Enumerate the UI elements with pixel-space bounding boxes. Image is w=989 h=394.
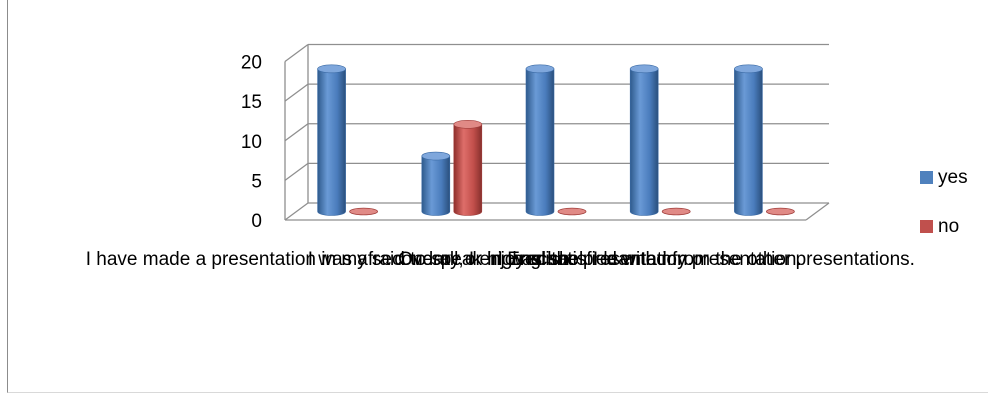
- bar-yes-3-cap: [525, 64, 555, 74]
- legend-swatch-no: [920, 220, 933, 233]
- bar-no-2-cap: [453, 120, 483, 129]
- bar-yes-4-body: [629, 68, 659, 216]
- category-label-1: I have made a presentation in my seconda…: [86, 249, 589, 270]
- category-label-4: I was satisfied with my presentation.: [498, 249, 802, 270]
- bar-no-1-disc: [349, 207, 379, 216]
- bar-yes-4-cap: [629, 64, 659, 74]
- legend-label-yes: yes: [938, 167, 968, 188]
- bar-no-5: [766, 207, 795, 216]
- legend-item-yes: yes: [920, 167, 968, 188]
- category-label-3: Overall, I enjoyed the presentation.: [398, 249, 693, 270]
- bars-layer: [317, 64, 795, 216]
- bar-yes-1: [317, 64, 346, 216]
- legend-swatch-yes: [920, 171, 933, 184]
- category-label-2: I was afraid to speak in English.: [308, 249, 575, 270]
- bar-no-4: [661, 207, 691, 216]
- gridline-side: [284, 123, 309, 142]
- legend-label-no: no: [938, 216, 959, 237]
- bar-yes-5-body: [734, 68, 763, 216]
- bar-yes-2-cap: [421, 151, 451, 161]
- gridline-side: [284, 43, 309, 63]
- bar-no-5-disc: [766, 207, 795, 216]
- bar-yes-3: [525, 64, 555, 216]
- bar-no-3-disc: [557, 207, 587, 216]
- y-tick-label: 20: [241, 53, 262, 74]
- gridline-side: [284, 83, 309, 102]
- gridline-side: [284, 162, 309, 181]
- bar-no-4-disc: [661, 207, 691, 216]
- bar-yes-3-body: [525, 68, 555, 216]
- chart-frame: [7, 0, 988, 393]
- bar-yes-1-cap: [317, 64, 346, 74]
- bar-no-2-body: [453, 124, 483, 216]
- y-tick-labels: 0 5 10 15 20: [241, 53, 262, 233]
- y-tick-label: 5: [251, 171, 262, 192]
- bar-yes-5: [734, 64, 763, 216]
- bar-yes-2: [421, 151, 451, 216]
- bar-no-3: [557, 207, 587, 216]
- bar-yes-1-body: [317, 68, 346, 216]
- gridline-side: [284, 202, 309, 221]
- bar-yes-5-cap: [734, 64, 763, 74]
- category-labels: I have made a presentation in my seconda…: [86, 249, 915, 270]
- legend: yes no: [920, 167, 968, 237]
- y-tick-label: 15: [241, 92, 262, 113]
- floor-right-edge: [805, 202, 830, 221]
- bar-no-1: [349, 207, 379, 216]
- bar-yes-4: [629, 64, 659, 216]
- category-label-5: I learned from the other presentations.: [593, 249, 915, 270]
- y-tick-label: 0: [251, 211, 262, 232]
- legend-item-no: no: [920, 216, 959, 237]
- y-tick-label: 10: [241, 132, 262, 153]
- bar-yes-2-body: [421, 155, 451, 216]
- bar-no-2: [453, 120, 483, 216]
